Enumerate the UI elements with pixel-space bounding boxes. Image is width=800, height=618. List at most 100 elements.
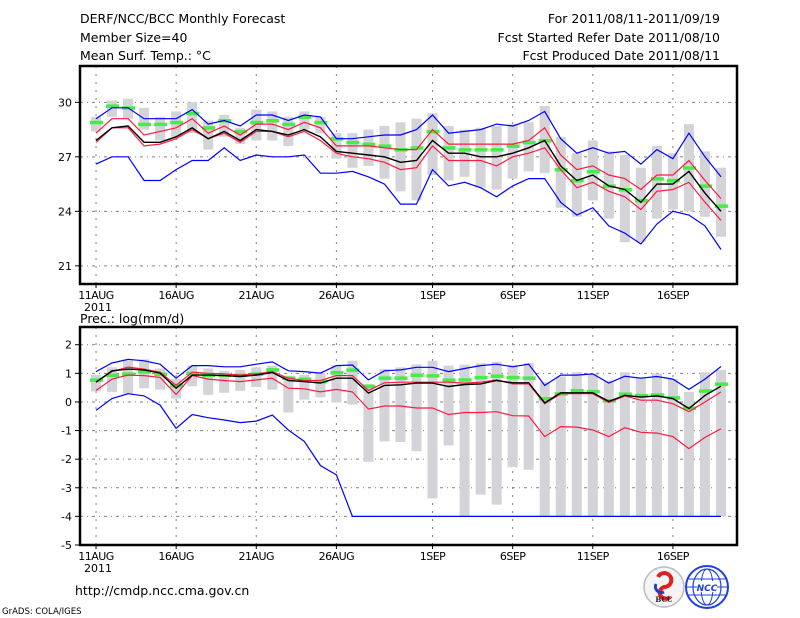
observation-dash (538, 397, 552, 401)
ensemble-range-bar (251, 109, 262, 141)
ensemble-max-line (95, 107, 722, 178)
forecast-period: For 2011/08/11-2011/09/19 (548, 11, 720, 26)
ensemble-range-bar (619, 155, 630, 243)
x-year-label: 2011 (84, 562, 112, 575)
observation-dash (106, 104, 120, 108)
y-tick-label: -4 (61, 510, 72, 523)
precipitation-panel: 2 1 0 -1 -2 -3 -4 -5 11AUG 16AUG 21AUG 26AUG 1SEP 6SE… (61, 325, 739, 575)
observation-dash (474, 148, 488, 152)
figure-title: DERF/NCC/BCC Monthly Forecast (80, 11, 285, 26)
x-tick-label: 16AUG (158, 550, 194, 563)
ensemble-range-bar (475, 363, 486, 495)
ensemble-range-bar (395, 122, 406, 192)
observation-dash (138, 370, 152, 374)
ensemble-range-bar (315, 373, 326, 398)
ensemble-min-line (95, 147, 722, 250)
observation-dash (106, 373, 120, 378)
ensemble-range-bar (139, 359, 150, 389)
bcc-logo: BCC (643, 566, 685, 608)
ensemble-range-bar (347, 133, 358, 168)
y-tick-label: 2 (65, 339, 72, 352)
observation-dash (346, 140, 360, 145)
observation-dash (138, 122, 152, 127)
x-tick-label: 16AUG (158, 289, 194, 302)
observation-dash (362, 384, 376, 389)
observation-dash (490, 148, 504, 152)
y-tick-label: 0 (65, 396, 72, 409)
observation-dash (714, 204, 728, 208)
ensemble-range-bar (235, 369, 246, 391)
observation-dash (570, 389, 584, 393)
observation-dash (394, 376, 408, 380)
ensemble-range-bar (251, 367, 262, 388)
ensemble-range-bar (123, 360, 134, 394)
observation-dash (682, 166, 696, 170)
ensemble-range-bar (331, 365, 342, 403)
x-tick-label: 16SEP (657, 550, 690, 563)
ensemble-range-bar (635, 167, 646, 243)
observation-dash (410, 373, 424, 378)
ensemble-range-bar (715, 369, 726, 517)
ensemble-range-bar (155, 116, 166, 141)
ensemble-range-bar (203, 368, 214, 395)
observation-dash (490, 374, 504, 378)
plot-frame (78, 64, 739, 286)
ensemble-range-bar (107, 100, 118, 117)
member-size: Member Size=40 (80, 30, 187, 45)
observation-dash (650, 177, 664, 181)
grads-credit: GrADS: COLA/IGES (2, 607, 82, 617)
observation-dash (458, 378, 472, 382)
observation-dash (202, 126, 216, 130)
observation-dash (634, 393, 648, 398)
observation-dash (282, 122, 296, 127)
observation-dash (442, 378, 456, 382)
observation-dash (298, 115, 312, 119)
observation-dash (186, 371, 200, 376)
x-tick-label: 16SEP (657, 289, 690, 302)
observation-dash (586, 169, 600, 174)
x-tick-label: 11SEP (577, 289, 610, 302)
observation-dash (346, 368, 360, 372)
y-tick-label: 21 (58, 260, 72, 273)
ensemble-range-bar (555, 136, 566, 208)
y-tick-label: -3 (61, 482, 72, 495)
ensemble-range-bar (235, 127, 246, 145)
y-tick-label: 1 (65, 367, 72, 380)
ensemble-range-bar (427, 360, 438, 499)
ensemble-range-bar (635, 377, 646, 517)
ensemble-range-bar (539, 382, 550, 517)
observation-dash (522, 376, 536, 380)
ensemble-range-bar (475, 127, 486, 188)
lower-spread-line (95, 374, 722, 450)
observation-dash (426, 374, 440, 378)
ensemble-range-bar (651, 145, 662, 219)
ensemble-range-bar (427, 113, 438, 175)
ensemble-range-bar (155, 368, 166, 390)
x-tick-label: 21AUG (238, 550, 274, 563)
x-tick-label: 6SEP (500, 289, 526, 302)
y-tick-label: 27 (58, 151, 72, 164)
observation-dash (378, 144, 392, 148)
produced-date: Fcst Produced Date 2011/08/11 (522, 48, 720, 63)
lower-spread-line (95, 127, 722, 221)
observation-dash (122, 372, 136, 376)
ensemble-range-bar (507, 124, 518, 179)
ensemble-min-line (95, 393, 721, 518)
ensemble-range-bar (683, 391, 694, 517)
y-tick-label: 30 (58, 96, 72, 109)
ensemble-range-bar (395, 367, 406, 443)
observation-dash (330, 370, 344, 375)
ensemble-range-bar (523, 122, 534, 172)
observation-dash (314, 379, 328, 384)
ensemble-range-bar (459, 364, 470, 517)
temperature-panel: 30 27 24 21 11AUG 16AUG 21AUG 26AUG 1SEP 6SEP 11SE… (58, 64, 739, 314)
observation-dash (234, 129, 248, 134)
ensemble-range-bar (347, 360, 358, 405)
ensemble-range-bar (491, 125, 502, 190)
upper-spread-line (95, 366, 722, 413)
observation-dash (442, 146, 456, 150)
ensemble-mean-line (95, 368, 722, 410)
observation-dash (618, 392, 632, 396)
ensemble-range-bar (603, 380, 614, 517)
source-url[interactable]: http://cmdp.ncc.cma.gov.cn (75, 583, 249, 598)
